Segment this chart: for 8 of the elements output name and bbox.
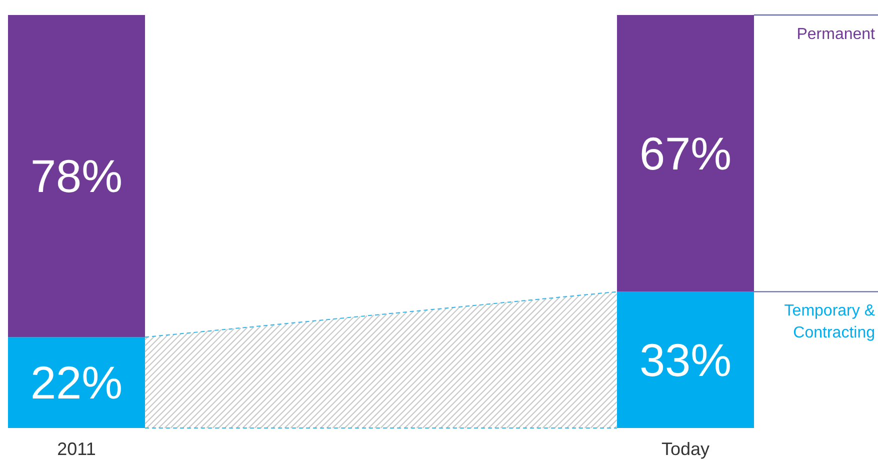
x-tick-label: 2011 (57, 439, 96, 459)
data-label: 33% (639, 334, 732, 386)
x-tick-label: Today (661, 439, 710, 459)
data-label: 22% (30, 356, 123, 409)
data-label: 67% (639, 127, 732, 180)
text: Permanent (796, 26, 876, 43)
series-label: Temporary & Contracting (784, 302, 876, 342)
data-label: 78% (30, 150, 123, 202)
